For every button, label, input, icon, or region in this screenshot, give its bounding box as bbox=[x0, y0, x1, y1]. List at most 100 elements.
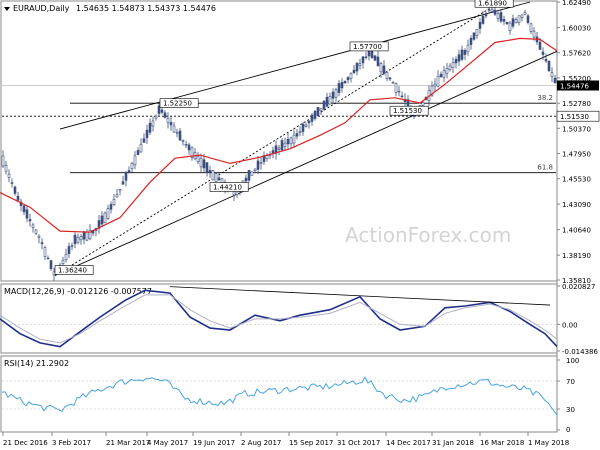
candle-body bbox=[148, 122, 152, 133]
candle-body bbox=[553, 77, 557, 83]
candle-body bbox=[151, 120, 155, 127]
candle-body bbox=[505, 22, 509, 25]
candle-body bbox=[319, 108, 323, 111]
candle-body bbox=[100, 215, 104, 225]
price-y-tick-label: 1.50370 bbox=[562, 125, 591, 133]
candle-body bbox=[382, 65, 386, 74]
candle-body bbox=[445, 68, 449, 74]
candle-body bbox=[352, 69, 356, 74]
macd-y-tick-label: 0.020827 bbox=[562, 283, 595, 291]
candle-body bbox=[502, 19, 506, 22]
price-annotation-label: 1.61890 bbox=[478, 0, 507, 7]
candle-body bbox=[4, 165, 8, 172]
watermark: ActionForex.com bbox=[345, 223, 511, 247]
channel-lower-line bbox=[54, 50, 558, 276]
price-annotation: 1.52250 bbox=[159, 98, 199, 108]
x-tick-label: 31 Jan 2018 bbox=[432, 439, 474, 447]
candle-body bbox=[541, 51, 545, 55]
x-tick-label: 21 Mar 2017 bbox=[106, 439, 150, 447]
price-annotation-label: 1.52250 bbox=[163, 100, 192, 108]
candle-body bbox=[46, 257, 50, 260]
collapse-arrow-icon[interactable] bbox=[4, 7, 10, 11]
macd-signal-line bbox=[0, 294, 558, 344]
candle-body bbox=[313, 110, 317, 119]
candle-body bbox=[205, 162, 209, 173]
candle-body bbox=[349, 73, 353, 79]
candle-body bbox=[454, 59, 458, 64]
candle-body bbox=[82, 231, 86, 240]
candle-body bbox=[202, 159, 206, 169]
candle-body bbox=[517, 15, 521, 23]
candle-body bbox=[400, 95, 404, 98]
candle-body bbox=[481, 15, 485, 24]
candle-body bbox=[364, 56, 368, 58]
candle-body bbox=[544, 59, 548, 62]
price-y-tick-label: 1.40640 bbox=[562, 227, 591, 235]
price-annotation-label: 1.57700 bbox=[353, 43, 382, 51]
candle-body bbox=[166, 118, 170, 123]
candle-body bbox=[499, 12, 503, 22]
candle-body bbox=[250, 171, 254, 176]
price-y-tick-label: 1.35810 bbox=[562, 277, 591, 285]
candle-body bbox=[520, 14, 524, 18]
candle-body bbox=[37, 235, 41, 238]
candle-body bbox=[139, 143, 143, 153]
channel-upper-line bbox=[59, 1, 531, 130]
candle-body bbox=[355, 62, 359, 72]
candle-body bbox=[475, 28, 479, 36]
candle-body bbox=[433, 83, 437, 87]
candle-body bbox=[277, 147, 281, 150]
macd-trendline bbox=[169, 286, 551, 306]
candle-body bbox=[472, 32, 476, 40]
candle-body bbox=[511, 18, 515, 27]
candle-body bbox=[130, 162, 134, 170]
rsi-panel-frame bbox=[0, 355, 558, 433]
current-price-tag-label: 1.54476 bbox=[560, 83, 589, 91]
candle-body bbox=[163, 112, 167, 118]
candle-body bbox=[487, 9, 491, 11]
candle-body bbox=[538, 41, 542, 50]
candle-body bbox=[208, 170, 212, 173]
candle-body bbox=[388, 77, 392, 80]
price-annotation-label: 1.36240 bbox=[58, 267, 87, 275]
candle-body bbox=[13, 186, 17, 194]
candle-body bbox=[307, 120, 311, 124]
candle-body bbox=[490, 8, 494, 12]
candle-body bbox=[196, 155, 200, 162]
candle-body bbox=[259, 161, 263, 164]
candle-body bbox=[187, 144, 191, 151]
candle-body bbox=[322, 100, 326, 110]
candle-body bbox=[448, 65, 452, 70]
price-annotation-box bbox=[389, 105, 429, 116]
candle-body bbox=[316, 107, 320, 117]
candle-body bbox=[436, 76, 440, 87]
candle-body bbox=[358, 63, 362, 66]
price-y-tick-label: 1.55200 bbox=[562, 75, 591, 83]
candle-body bbox=[85, 231, 89, 241]
support-price-tag-label: 1.51530 bbox=[560, 113, 589, 121]
rsi-y-tick-label: 100 bbox=[566, 357, 579, 365]
candle-body bbox=[181, 140, 185, 142]
candle-body bbox=[109, 204, 113, 210]
price-title: EURAUD,Daily 1.54635 1.54873 1.54373 1.5… bbox=[4, 4, 216, 13]
moving-average-line bbox=[0, 37, 558, 233]
candle-body bbox=[376, 56, 380, 67]
candle-body bbox=[34, 229, 38, 234]
candle-body bbox=[310, 114, 314, 122]
candle-body bbox=[70, 245, 74, 247]
candle-body bbox=[496, 13, 500, 19]
candle-body bbox=[157, 105, 161, 114]
price-y-tick-label: 1.52780 bbox=[562, 100, 591, 108]
rsi-y-tick-label: 70 bbox=[566, 378, 575, 386]
x-tick-label: 21 Dec 2016 bbox=[3, 439, 48, 447]
candle-body bbox=[529, 23, 533, 32]
candle-body bbox=[547, 60, 551, 72]
candle-body bbox=[145, 129, 149, 139]
candle-body bbox=[49, 260, 53, 269]
candle-body bbox=[334, 89, 338, 98]
candle-body bbox=[184, 144, 188, 146]
candle-body bbox=[61, 259, 65, 264]
candle-body bbox=[190, 147, 194, 158]
